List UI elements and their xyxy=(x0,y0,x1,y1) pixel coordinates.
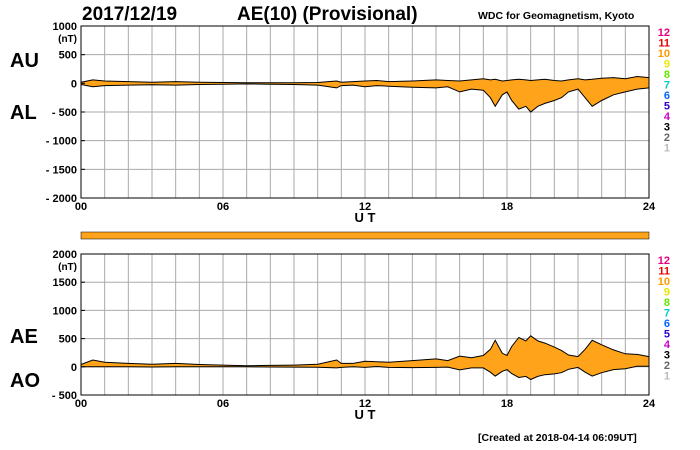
top-legend-count-label: 5 xyxy=(664,101,670,113)
bottom-legend-count-label: 1 xyxy=(664,371,670,383)
bottom-panel xyxy=(80,253,650,396)
top-unit-label: (nT) xyxy=(58,34,77,45)
bottom-legend-count-label: 2 xyxy=(664,360,670,372)
top-y-tick-label: - 500 xyxy=(52,107,77,119)
bottom-y-tick-label: - 500 xyxy=(52,390,77,402)
au-label: AU xyxy=(10,50,39,72)
top-legend-count-label: 10 xyxy=(658,48,670,60)
bottom-y-tick-label: 1500 xyxy=(53,277,77,289)
bottom-y-tick-label: 0 xyxy=(71,362,77,374)
bottom-x-tick-label: 18 xyxy=(501,398,513,410)
top-x-tick-label: 12 xyxy=(359,201,371,213)
al-label: AL xyxy=(10,102,37,124)
top-series-al-line xyxy=(80,83,650,113)
top-x-tick-label: 24 xyxy=(643,201,656,213)
bottom-x-tick-label: 12 xyxy=(359,398,371,410)
bottom-y-tick-label: 2000 xyxy=(53,249,77,261)
bottom-x-tick-label: 00 xyxy=(75,398,87,410)
bottom-legend-count-label: 9 xyxy=(664,287,670,299)
top-y-tick-label: 0 xyxy=(71,78,77,90)
bottom-legend-count-label: 6 xyxy=(664,318,670,330)
top-legend-count-label: 6 xyxy=(664,90,670,102)
bottom-legend-count-label: 5 xyxy=(664,329,670,341)
station-availability-bar xyxy=(80,231,650,240)
bottom-envelope-area xyxy=(81,335,649,380)
top-legend-count-label: 9 xyxy=(664,59,670,71)
top-legend-count-label: 3 xyxy=(664,122,670,134)
bottom-x-tick-label: 24 xyxy=(643,398,656,410)
source-label: WDC for Geomagnetism, Kyoto xyxy=(478,10,635,22)
bottom-plot-frame xyxy=(80,253,650,396)
bottom-series-ao-line xyxy=(81,365,649,381)
bottom-legend-count-label: 11 xyxy=(658,266,670,278)
top-y-tick-label: - 2000 xyxy=(46,193,77,205)
top-x-tick-label: 06 xyxy=(217,201,229,213)
top-y-tick-label: - 1500 xyxy=(46,164,77,176)
bottom-series-ae-line xyxy=(80,335,650,367)
top-legend-count-label: 8 xyxy=(664,69,670,81)
top-envelope-area xyxy=(81,76,649,112)
top-legend-count-label: 4 xyxy=(664,111,671,123)
index-title: AE(10) (Provisional) xyxy=(237,4,418,25)
bottom-legend-count-label: 3 xyxy=(664,350,670,362)
top-y-tick-label: - 1000 xyxy=(46,136,77,148)
top-series-au-line xyxy=(80,75,650,84)
bottom-y-tick-label: 500 xyxy=(59,334,77,346)
bottom-x-axis-label: U T xyxy=(355,407,376,422)
top-legend-count-label: 1 xyxy=(664,143,670,155)
top-legend-count-label: 12 xyxy=(658,27,670,39)
bottom-legend-count-label: 8 xyxy=(664,297,670,309)
top-legend-count-label: 7 xyxy=(664,80,670,92)
top-y-tick-label: 1000 xyxy=(53,21,77,33)
top-x-axis-label: U T xyxy=(355,210,376,225)
bottom-unit-label: (nT) xyxy=(58,262,77,273)
bottom-y-tick-label: 1000 xyxy=(53,305,77,317)
top-legend-count-label: 11 xyxy=(658,38,670,50)
created-timestamp: [Created at 2018-04-14 06:09UT] xyxy=(478,432,637,444)
top-y-tick-label: 500 xyxy=(59,50,77,62)
date-title: 2017/12/19 xyxy=(82,4,178,25)
bottom-x-tick-label: 06 xyxy=(217,398,229,410)
bottom-legend-count-label: 10 xyxy=(658,276,670,288)
top-x-tick-label: 18 xyxy=(501,201,513,213)
top-panel xyxy=(80,25,650,199)
bottom-legend-count-label: 4 xyxy=(664,339,671,351)
ae-label: AE xyxy=(10,326,38,348)
ao-label: AO xyxy=(10,370,40,392)
top-x-tick-label: 00 xyxy=(75,201,87,213)
bottom-legend-count-label: 12 xyxy=(658,255,670,267)
bottom-legend-count-label: 7 xyxy=(664,308,670,320)
top-legend-count-label: 2 xyxy=(664,132,670,144)
